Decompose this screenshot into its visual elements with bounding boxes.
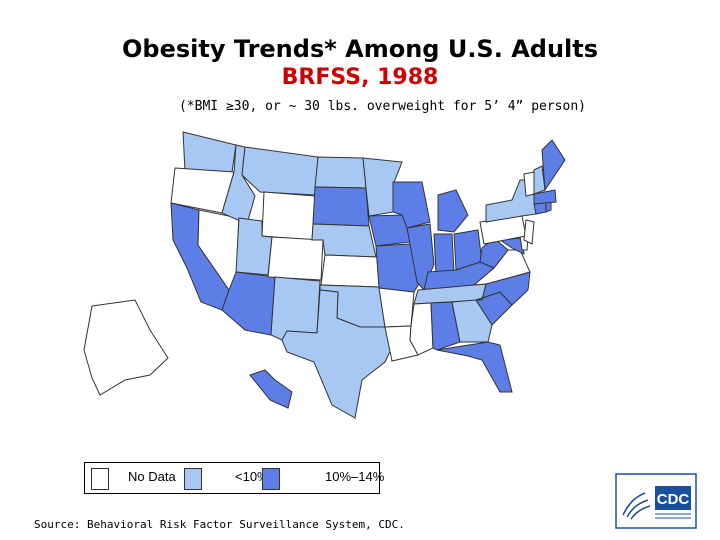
state-in	[433, 233, 455, 275]
state-ga	[451, 299, 493, 343]
state-ma	[533, 189, 557, 205]
legend-swatch-no-data	[91, 468, 109, 490]
state-wa	[182, 131, 237, 173]
source-note: Source: Behavioral Risk Factor Surveilla…	[34, 518, 405, 531]
page-title: Obesity Trends* Among U.S. Adults	[121, 35, 599, 63]
state-nm	[270, 276, 321, 341]
page-subtitle: BRFSS, 1988	[281, 65, 439, 90]
state-al	[430, 301, 461, 351]
state-co	[267, 236, 324, 281]
cdc-badge	[655, 486, 691, 510]
state-me	[541, 139, 566, 192]
legend-label-no-data: No Data	[128, 469, 176, 484]
state-wy	[261, 191, 316, 241]
cdc-logo: CDC	[615, 473, 697, 529]
legend-swatch-lt10	[184, 468, 202, 490]
state-wv	[479, 237, 509, 269]
state-ar	[378, 287, 415, 328]
state-ms	[409, 302, 434, 356]
legend-label-10-14: 10%–14%	[325, 469, 385, 484]
state-nj	[523, 219, 535, 245]
state-ak	[83, 299, 169, 396]
bmi-note: (*BMI ≥30, or ~ 30 lbs. overweight for 5…	[179, 99, 586, 114]
legend	[84, 462, 380, 494]
state-vt	[523, 171, 535, 197]
state-ks	[320, 254, 380, 288]
state-mt	[241, 146, 319, 196]
legend-swatch-10-14	[262, 468, 280, 490]
state-fl	[436, 341, 513, 393]
state-mo	[375, 243, 421, 293]
legend-label-lt10: <10%	[235, 469, 269, 484]
state-mi	[437, 189, 469, 233]
state-nd	[314, 156, 367, 189]
state-tx	[281, 289, 393, 419]
state-ri	[545, 201, 552, 213]
hhs-eagle-icon	[622, 492, 651, 520]
state-sd	[312, 186, 370, 227]
state-hi	[249, 369, 293, 409]
cdc-badge-text: CDC	[657, 491, 690, 508]
